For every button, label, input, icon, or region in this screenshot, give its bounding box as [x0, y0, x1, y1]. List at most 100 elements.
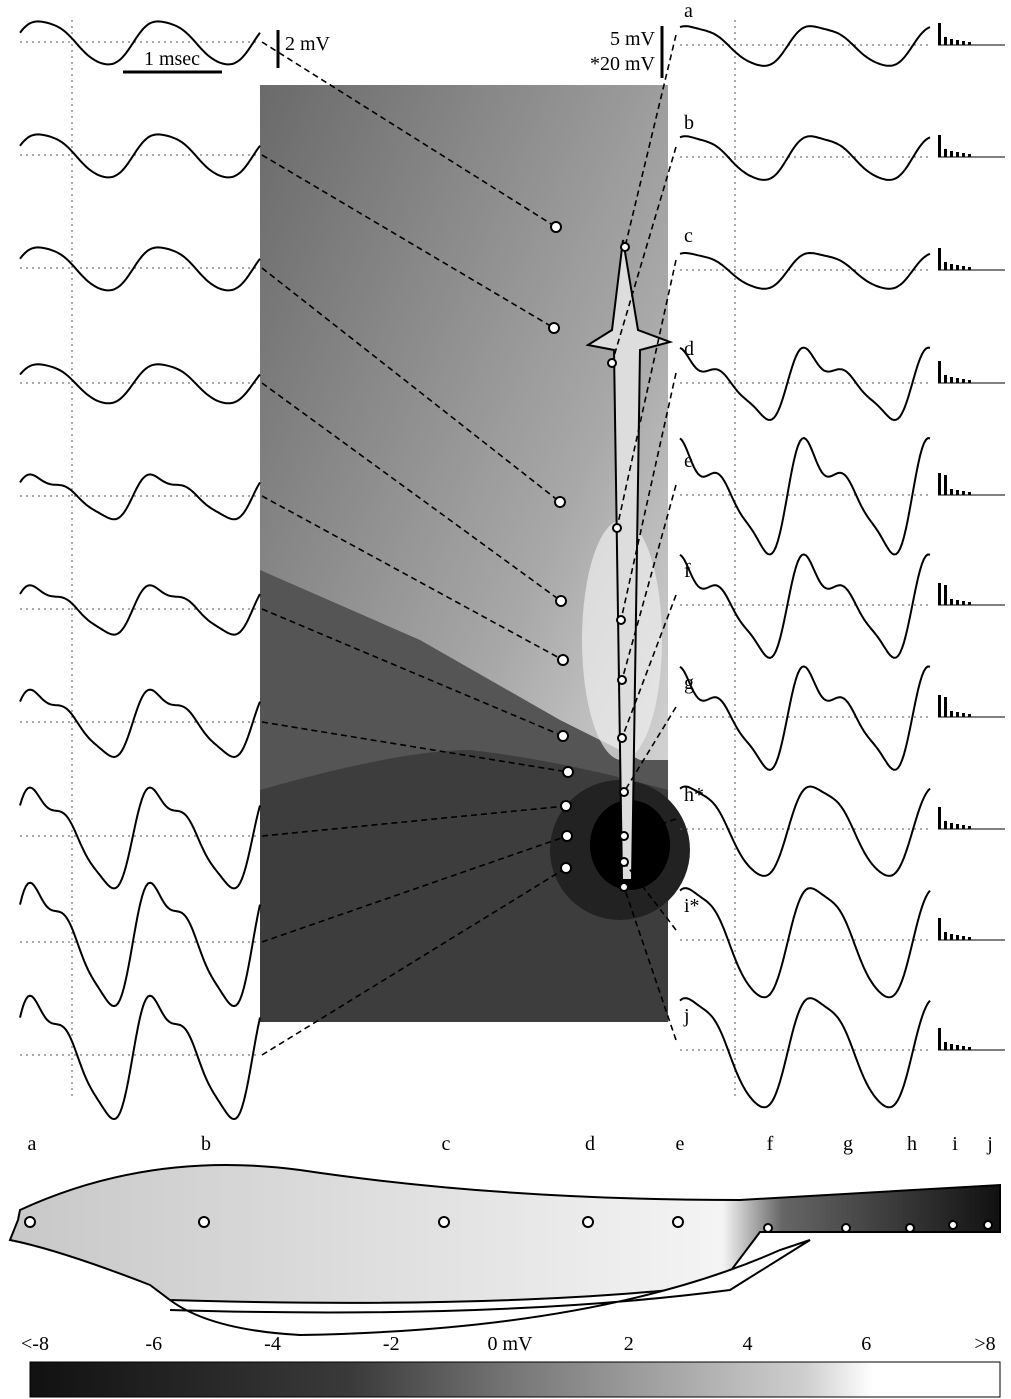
left-trace	[19, 584, 261, 636]
connector	[261, 154, 555, 329]
map-label: i	[952, 1133, 958, 1155]
trace-label: d	[684, 338, 694, 360]
spectrum-bar	[944, 932, 947, 940]
connector	[261, 805, 567, 837]
map-label: a	[28, 1133, 37, 1155]
spectrum-bar	[962, 379, 965, 383]
electrode	[905, 1223, 915, 1233]
spectrum-bar	[956, 490, 959, 495]
spectrum-bar	[968, 154, 971, 157]
colorbar	[29, 1361, 1001, 1398]
electrode	[198, 1216, 210, 1228]
electrode	[557, 654, 569, 666]
trace-label: h*	[684, 784, 704, 806]
right-trace	[679, 785, 931, 877]
right-voltage-alt-label: *20 mV	[590, 53, 656, 75]
connector	[261, 41, 557, 228]
trace-label: b	[684, 112, 694, 134]
electrode	[619, 882, 629, 892]
spectrum-bar	[950, 489, 953, 495]
right-trace	[679, 25, 931, 67]
right-trace	[679, 251, 931, 290]
colorbar-label: 4	[743, 1333, 753, 1355]
electrode	[24, 1216, 36, 1228]
electrode	[555, 595, 567, 607]
spectrum-bar	[968, 826, 971, 829]
electrode	[619, 831, 629, 841]
trace-label: c	[684, 225, 693, 247]
spectrum-bar	[956, 40, 959, 45]
spectrum-bar	[950, 599, 953, 605]
electrode	[561, 830, 573, 842]
colorbar-label: -6	[145, 1333, 162, 1355]
connector	[261, 608, 564, 737]
right-trace	[679, 436, 931, 556]
right-trace	[679, 665, 931, 771]
spectrum-bar	[938, 248, 941, 270]
spectrum-bar	[950, 934, 953, 940]
electrode	[983, 1220, 993, 1230]
right-trace	[679, 346, 931, 422]
electrode	[763, 1223, 773, 1233]
left-trace	[19, 994, 261, 1121]
map-label: f	[767, 1133, 774, 1155]
spectrum-bar	[956, 824, 959, 829]
spectrum-bar	[950, 711, 953, 717]
connector	[623, 818, 677, 837]
connector	[616, 259, 677, 529]
left-trace	[19, 881, 261, 1008]
spectrum-bar	[962, 825, 965, 829]
spectrum-bar	[944, 585, 947, 605]
connector	[261, 382, 562, 602]
left-trace	[19, 246, 261, 292]
spectrum-bar	[962, 601, 965, 605]
right-trace	[679, 135, 931, 181]
electrode	[550, 221, 562, 233]
left-trace	[19, 688, 261, 759]
spectrum-bar	[956, 935, 959, 940]
left-trace	[19, 20, 261, 66]
spectrum-bar	[950, 1044, 953, 1050]
left-trace	[19, 363, 261, 405]
right-trace	[679, 997, 931, 1109]
electrode	[616, 615, 626, 625]
map-label: c	[442, 1133, 451, 1155]
spectrum-bar	[938, 473, 941, 495]
right-trace	[679, 887, 931, 999]
connector	[621, 484, 677, 681]
spectrum-bar	[938, 695, 941, 717]
spectrum-bar	[944, 375, 947, 383]
connector	[621, 594, 677, 739]
colorbar-label: -2	[383, 1333, 400, 1355]
connector	[261, 495, 564, 661]
connector	[261, 835, 568, 943]
connector	[261, 721, 569, 773]
spectrum-bar	[950, 264, 953, 270]
spectrum-bar	[962, 936, 965, 940]
electrode	[557, 730, 569, 742]
map-label: j	[986, 1133, 993, 1155]
trace-label: e	[684, 450, 693, 472]
map-label: h	[907, 1133, 917, 1155]
trace-label: f	[684, 560, 691, 582]
spectrum-bar	[938, 583, 941, 605]
spectrum-bar	[938, 135, 941, 157]
spectrum-bar	[956, 712, 959, 717]
electrode	[548, 322, 560, 334]
colorbar-label: <-8	[21, 1333, 49, 1355]
spectrum-bar	[950, 823, 953, 829]
electrode	[619, 787, 629, 797]
colorbar-label: 6	[861, 1333, 871, 1355]
spectrum-bar	[968, 602, 971, 605]
connector	[624, 34, 677, 248]
electrode	[438, 1216, 450, 1228]
map-label: b	[201, 1133, 211, 1155]
connector	[623, 861, 677, 931]
spectrum-bar	[944, 697, 947, 717]
spectrum-bar	[962, 153, 965, 157]
right-trace	[679, 553, 931, 659]
spectrum-bar	[962, 266, 965, 270]
colorbar-label: 0 mV	[488, 1333, 534, 1355]
electrode	[948, 1220, 958, 1230]
